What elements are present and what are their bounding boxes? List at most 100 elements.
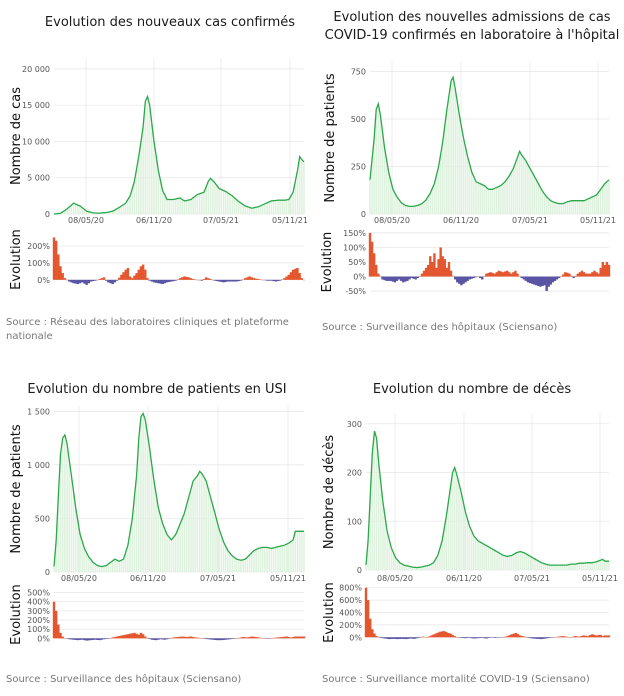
evolution-bar xyxy=(152,638,156,640)
y-tick-label: 20 000 xyxy=(22,65,50,74)
evolution-bar xyxy=(441,256,444,277)
evolution-bar xyxy=(408,276,411,280)
evolution-bar xyxy=(154,638,158,641)
evolution-bar xyxy=(407,637,410,639)
evolution-bar xyxy=(440,631,444,638)
evolution-bar xyxy=(434,633,437,638)
evolution-bar xyxy=(115,636,119,639)
evolution-bar xyxy=(300,278,304,280)
x-tick-label: 06/11/20 xyxy=(136,216,172,225)
evolution-bar xyxy=(586,636,590,638)
evolution-bar xyxy=(571,636,575,638)
evolution-bar xyxy=(385,276,388,281)
evolution-bar xyxy=(531,637,535,639)
evolution-bar xyxy=(595,272,598,277)
evolution-bar xyxy=(368,232,372,277)
evolution-bar xyxy=(78,279,82,284)
evolution-bar xyxy=(389,276,392,281)
evolution-bar xyxy=(244,637,247,639)
evolution-bar xyxy=(468,637,471,638)
evolution-bar xyxy=(63,278,67,280)
evolution-bar xyxy=(508,272,511,277)
y-axis-label: Nombre de patients xyxy=(323,73,338,202)
evolution-bar xyxy=(157,638,160,640)
evolution-bar xyxy=(133,275,136,280)
evolution-bar xyxy=(61,636,64,639)
evolution-bar xyxy=(213,279,217,281)
evolution-bar xyxy=(514,270,517,277)
evolution-bar xyxy=(404,276,407,282)
evolution-bar xyxy=(268,279,271,281)
evolution-bar xyxy=(72,638,75,640)
evolution-bar xyxy=(603,264,607,277)
x-tick-label: 07/05/21 xyxy=(203,216,239,225)
evolution-bar xyxy=(150,279,154,282)
evolution-bar xyxy=(483,637,486,639)
evolution-bar xyxy=(172,637,175,639)
y-tick-label: 1 500 xyxy=(27,407,50,416)
evo-tick-label: 200% xyxy=(339,621,362,630)
evolution-bar xyxy=(377,273,380,277)
evolution-bar xyxy=(383,637,387,639)
chart-panel-3: Evolution du nombre de patients en USI05… xyxy=(6,382,306,685)
evolution-bar xyxy=(485,273,488,277)
evolution-bar xyxy=(472,637,475,639)
evolution-bar xyxy=(369,618,372,638)
evolution-bar xyxy=(122,272,125,280)
evolution-bar xyxy=(392,637,395,639)
evolution-bar xyxy=(70,638,73,640)
evolution-bar xyxy=(576,273,580,277)
evolution-bar xyxy=(447,262,451,277)
evolution-bar xyxy=(218,638,221,641)
evolution-bar xyxy=(246,277,249,280)
evolution-bar xyxy=(510,273,513,277)
evolution-bar xyxy=(281,636,284,639)
evo-tick-label: 50% xyxy=(348,258,366,267)
y-tick-label: 0 xyxy=(357,566,362,575)
evolution-bar xyxy=(379,637,382,638)
evolution-bar xyxy=(154,279,158,283)
evolution-bar xyxy=(215,279,219,282)
evolution-bar xyxy=(521,636,524,638)
evolution-bar xyxy=(573,636,577,638)
evolution-bar xyxy=(163,638,167,640)
evolution-bar xyxy=(412,276,415,279)
evolution-bar xyxy=(89,638,93,641)
evolution-bar xyxy=(393,276,397,283)
evolution-bar xyxy=(196,637,199,639)
evolution-bar xyxy=(512,272,515,277)
evolution-bar xyxy=(252,636,256,639)
evolution-bar xyxy=(85,638,88,641)
evolution-bar xyxy=(161,638,164,640)
evolution-bar xyxy=(294,636,297,639)
evolution-bar xyxy=(222,638,225,640)
evolution-bar xyxy=(109,279,112,284)
evolution-bar xyxy=(98,278,101,280)
evolution-bar xyxy=(383,276,386,281)
evolution-bar xyxy=(165,279,169,283)
source-note: Source : Réseau des laboratoires cliniqu… xyxy=(6,316,289,328)
evolution-bar xyxy=(111,279,114,285)
evolution-bar xyxy=(548,637,552,638)
evolution-bar xyxy=(460,276,463,286)
evolution-bar xyxy=(224,279,227,282)
evolution-bar xyxy=(94,279,97,281)
evolution-bar xyxy=(291,636,295,639)
evolution-bar xyxy=(150,638,154,640)
evolution-bar xyxy=(470,637,473,639)
evolution-bar xyxy=(372,253,376,277)
evo-tick-label: 0% xyxy=(353,273,366,282)
evolution-bar xyxy=(468,276,471,280)
evolution-bar xyxy=(428,636,431,638)
evolution-bar xyxy=(599,267,602,277)
y-axis-label: Nombre de patients xyxy=(9,424,24,553)
evolution-bar xyxy=(563,636,566,638)
evolution-bar xyxy=(524,276,528,281)
evolution-bar xyxy=(174,279,177,281)
evolution-bar xyxy=(59,632,62,639)
evolution-bar xyxy=(466,276,469,281)
evolution-bar xyxy=(231,279,234,282)
evolution-bar xyxy=(528,276,532,284)
evo-tick-label: 500% xyxy=(27,589,50,598)
evolution-bar xyxy=(165,638,169,640)
